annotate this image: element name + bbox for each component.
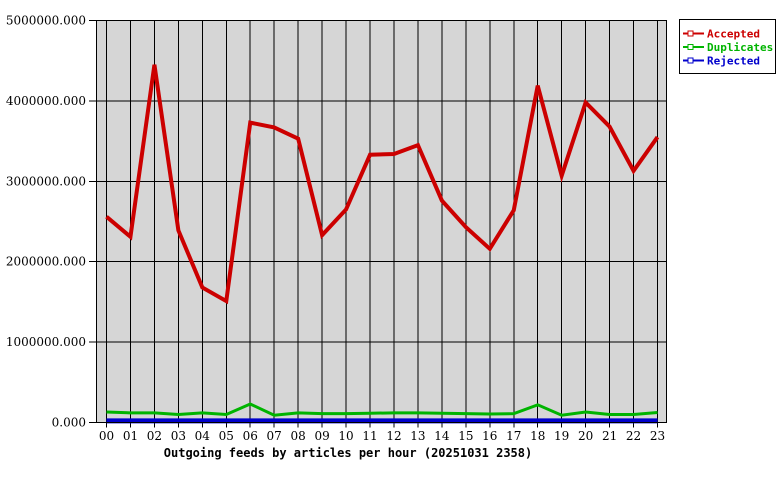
series-line-duplicates	[106, 402, 658, 417]
y-tick-label: 1000000.000	[6, 335, 86, 349]
x-tick-label: 10	[338, 429, 353, 443]
x-tick-label: 04	[195, 429, 211, 443]
y-tick-label: 5000000.000	[6, 14, 86, 28]
x-tick-label: 23	[650, 429, 665, 443]
plot-area: 0.000 1000000.000 2000000.000 3000000.000 40…	[6, 14, 667, 443]
series-line-accepted	[105, 64, 660, 305]
chart-title: Outgoing feeds by articles per hour (202…	[164, 446, 532, 460]
x-tick-label: 05	[219, 429, 234, 443]
x-tick-label: 15	[458, 429, 473, 443]
x-tick-label: 06	[243, 429, 258, 443]
x-tick-label: 13	[410, 429, 425, 443]
x-tick-label: 07	[267, 429, 282, 443]
x-tick-label: 01	[123, 429, 138, 443]
x-tick-label: 21	[602, 429, 617, 443]
x-tick-label: 19	[554, 429, 569, 443]
plot-background	[96, 20, 667, 423]
legend-marker-duplicates	[687, 44, 694, 50]
plot-border	[96, 20, 667, 423]
x-tick-label: 16	[482, 429, 497, 443]
y-tick-label: 0.000	[52, 416, 86, 430]
x-tick-label: 02	[147, 429, 162, 443]
y-tick-label: 2000000.000	[6, 255, 86, 269]
x-tick-label: 00	[99, 429, 114, 443]
legend-label-duplicates: Duplicates	[707, 41, 773, 54]
x-tick-label: 09	[314, 429, 329, 443]
legend-label-rejected: Rejected	[707, 55, 760, 68]
x-tick-label: 14	[434, 429, 450, 443]
x-tick-label: 08	[291, 429, 306, 443]
x-tick-label: 03	[171, 429, 186, 443]
y-tick-label: 3000000.000	[6, 174, 86, 188]
x-tick-label: 18	[530, 429, 545, 443]
legend-marker-rejected	[687, 57, 694, 64]
x-tick-label: 12	[386, 429, 401, 443]
legend-marker-accepted	[687, 30, 694, 37]
x-tick-label: 20	[578, 429, 593, 443]
legend-label-accepted: Accepted	[707, 28, 760, 41]
x-tick-label: 17	[506, 429, 521, 443]
y-tick-label: 4000000.000	[6, 94, 86, 108]
x-tick-label: 11	[362, 429, 377, 443]
x-tick-label: 22	[626, 429, 641, 443]
